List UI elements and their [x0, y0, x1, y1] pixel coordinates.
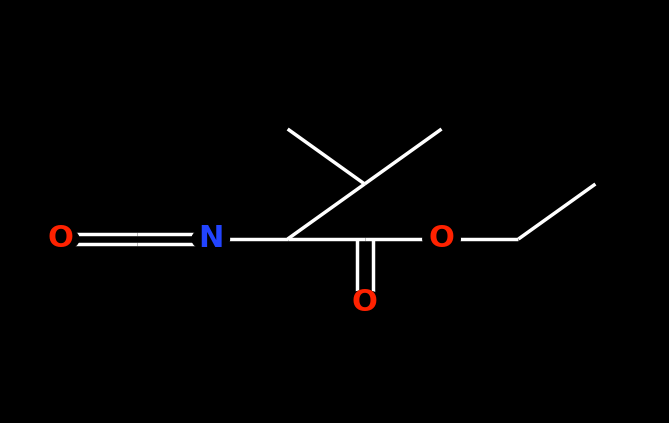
Text: O: O [352, 288, 377, 317]
Circle shape [346, 291, 383, 314]
Circle shape [192, 227, 229, 251]
Text: O: O [47, 225, 73, 253]
Circle shape [41, 227, 79, 251]
Text: O: O [429, 225, 454, 253]
Circle shape [423, 227, 460, 251]
Text: N: N [198, 225, 223, 253]
